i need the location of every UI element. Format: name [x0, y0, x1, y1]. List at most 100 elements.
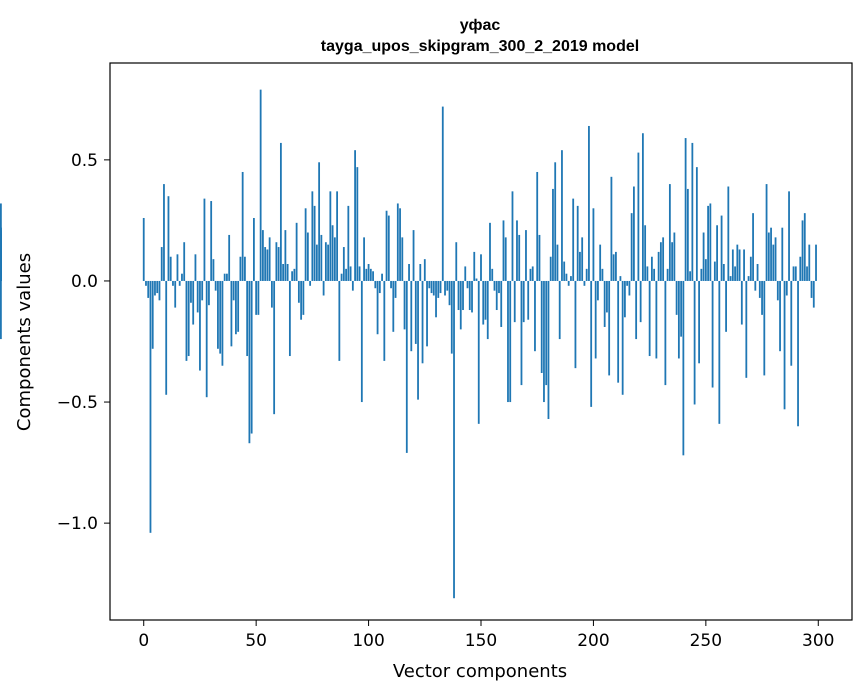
bar [628, 280, 631, 296]
bar [704, 259, 707, 281]
chart-title: уфас [460, 17, 501, 34]
bar [743, 249, 745, 281]
bar [187, 280, 190, 357]
bar [226, 273, 228, 281]
bar [221, 280, 224, 366]
bar [192, 280, 195, 325]
y-tick-label: −1.0 [57, 514, 98, 534]
bar [740, 280, 743, 325]
bar [810, 280, 813, 298]
bar [282, 264, 285, 281]
bar [412, 230, 415, 281]
bar [372, 271, 374, 281]
bar [513, 280, 516, 323]
bar [794, 266, 797, 281]
bar [556, 244, 559, 281]
bar [347, 205, 350, 281]
bar [590, 280, 593, 407]
bar [536, 171, 539, 281]
bar [156, 280, 159, 294]
bar [576, 205, 579, 281]
bar [540, 280, 543, 373]
bar [284, 230, 287, 281]
bar [369, 268, 372, 281]
bar [700, 268, 703, 281]
bar [311, 191, 314, 281]
bar [439, 280, 442, 294]
bar [729, 276, 732, 281]
bar [228, 234, 231, 281]
bar [464, 266, 467, 281]
bar [725, 280, 727, 332]
bar [194, 254, 197, 281]
bar [286, 264, 289, 281]
bar [453, 280, 455, 599]
bar [403, 280, 406, 330]
bar [480, 254, 482, 281]
bar [808, 244, 811, 281]
bar [183, 242, 186, 281]
bar [333, 237, 336, 281]
bar [378, 280, 381, 294]
bar [174, 280, 177, 308]
bar [610, 176, 613, 281]
bar [390, 280, 392, 289]
y-tick-label: 0.0 [71, 272, 98, 292]
bar [554, 162, 557, 281]
bar [792, 266, 795, 281]
bar [657, 251, 660, 281]
bar [734, 266, 736, 281]
bar [790, 280, 793, 366]
bar [547, 280, 550, 419]
bar [781, 227, 784, 281]
bar [396, 203, 399, 281]
bar [367, 264, 370, 281]
bar [677, 280, 680, 359]
bar [615, 251, 617, 281]
bar [653, 268, 656, 281]
bar [812, 280, 815, 308]
bar [711, 280, 714, 388]
bar [534, 280, 536, 352]
bar [718, 280, 721, 424]
bar [659, 242, 662, 281]
bar [423, 259, 426, 281]
bar [785, 280, 788, 296]
bar [731, 249, 734, 281]
bar [356, 167, 359, 281]
bar [219, 280, 222, 354]
bar [736, 244, 739, 281]
bar [291, 271, 294, 281]
bar [376, 280, 379, 335]
bar [320, 234, 323, 281]
bar [561, 150, 563, 281]
bar [426, 280, 428, 347]
bar [691, 142, 694, 281]
bar [606, 280, 608, 313]
bar [684, 138, 687, 281]
bar [0, 247, 2, 281]
bar [650, 256, 653, 281]
bar [459, 280, 462, 330]
bar [306, 232, 309, 281]
bar [482, 280, 485, 325]
bar [713, 261, 716, 281]
bar [567, 280, 570, 286]
bar [230, 280, 233, 347]
bar [160, 247, 163, 281]
bar [178, 280, 181, 286]
x-axis-label: Vector components [393, 661, 567, 682]
bar [172, 280, 174, 286]
bar [563, 261, 566, 281]
bar [806, 266, 808, 281]
bar [518, 234, 521, 281]
x-axis-ticks: 0 50 100 150 200 250 300 [138, 620, 834, 651]
bar [363, 237, 365, 281]
bar [509, 280, 512, 403]
bar [336, 191, 338, 281]
bar [190, 280, 192, 303]
bar [154, 280, 156, 296]
bar [340, 273, 343, 281]
bar [682, 280, 685, 456]
bar [266, 249, 269, 281]
